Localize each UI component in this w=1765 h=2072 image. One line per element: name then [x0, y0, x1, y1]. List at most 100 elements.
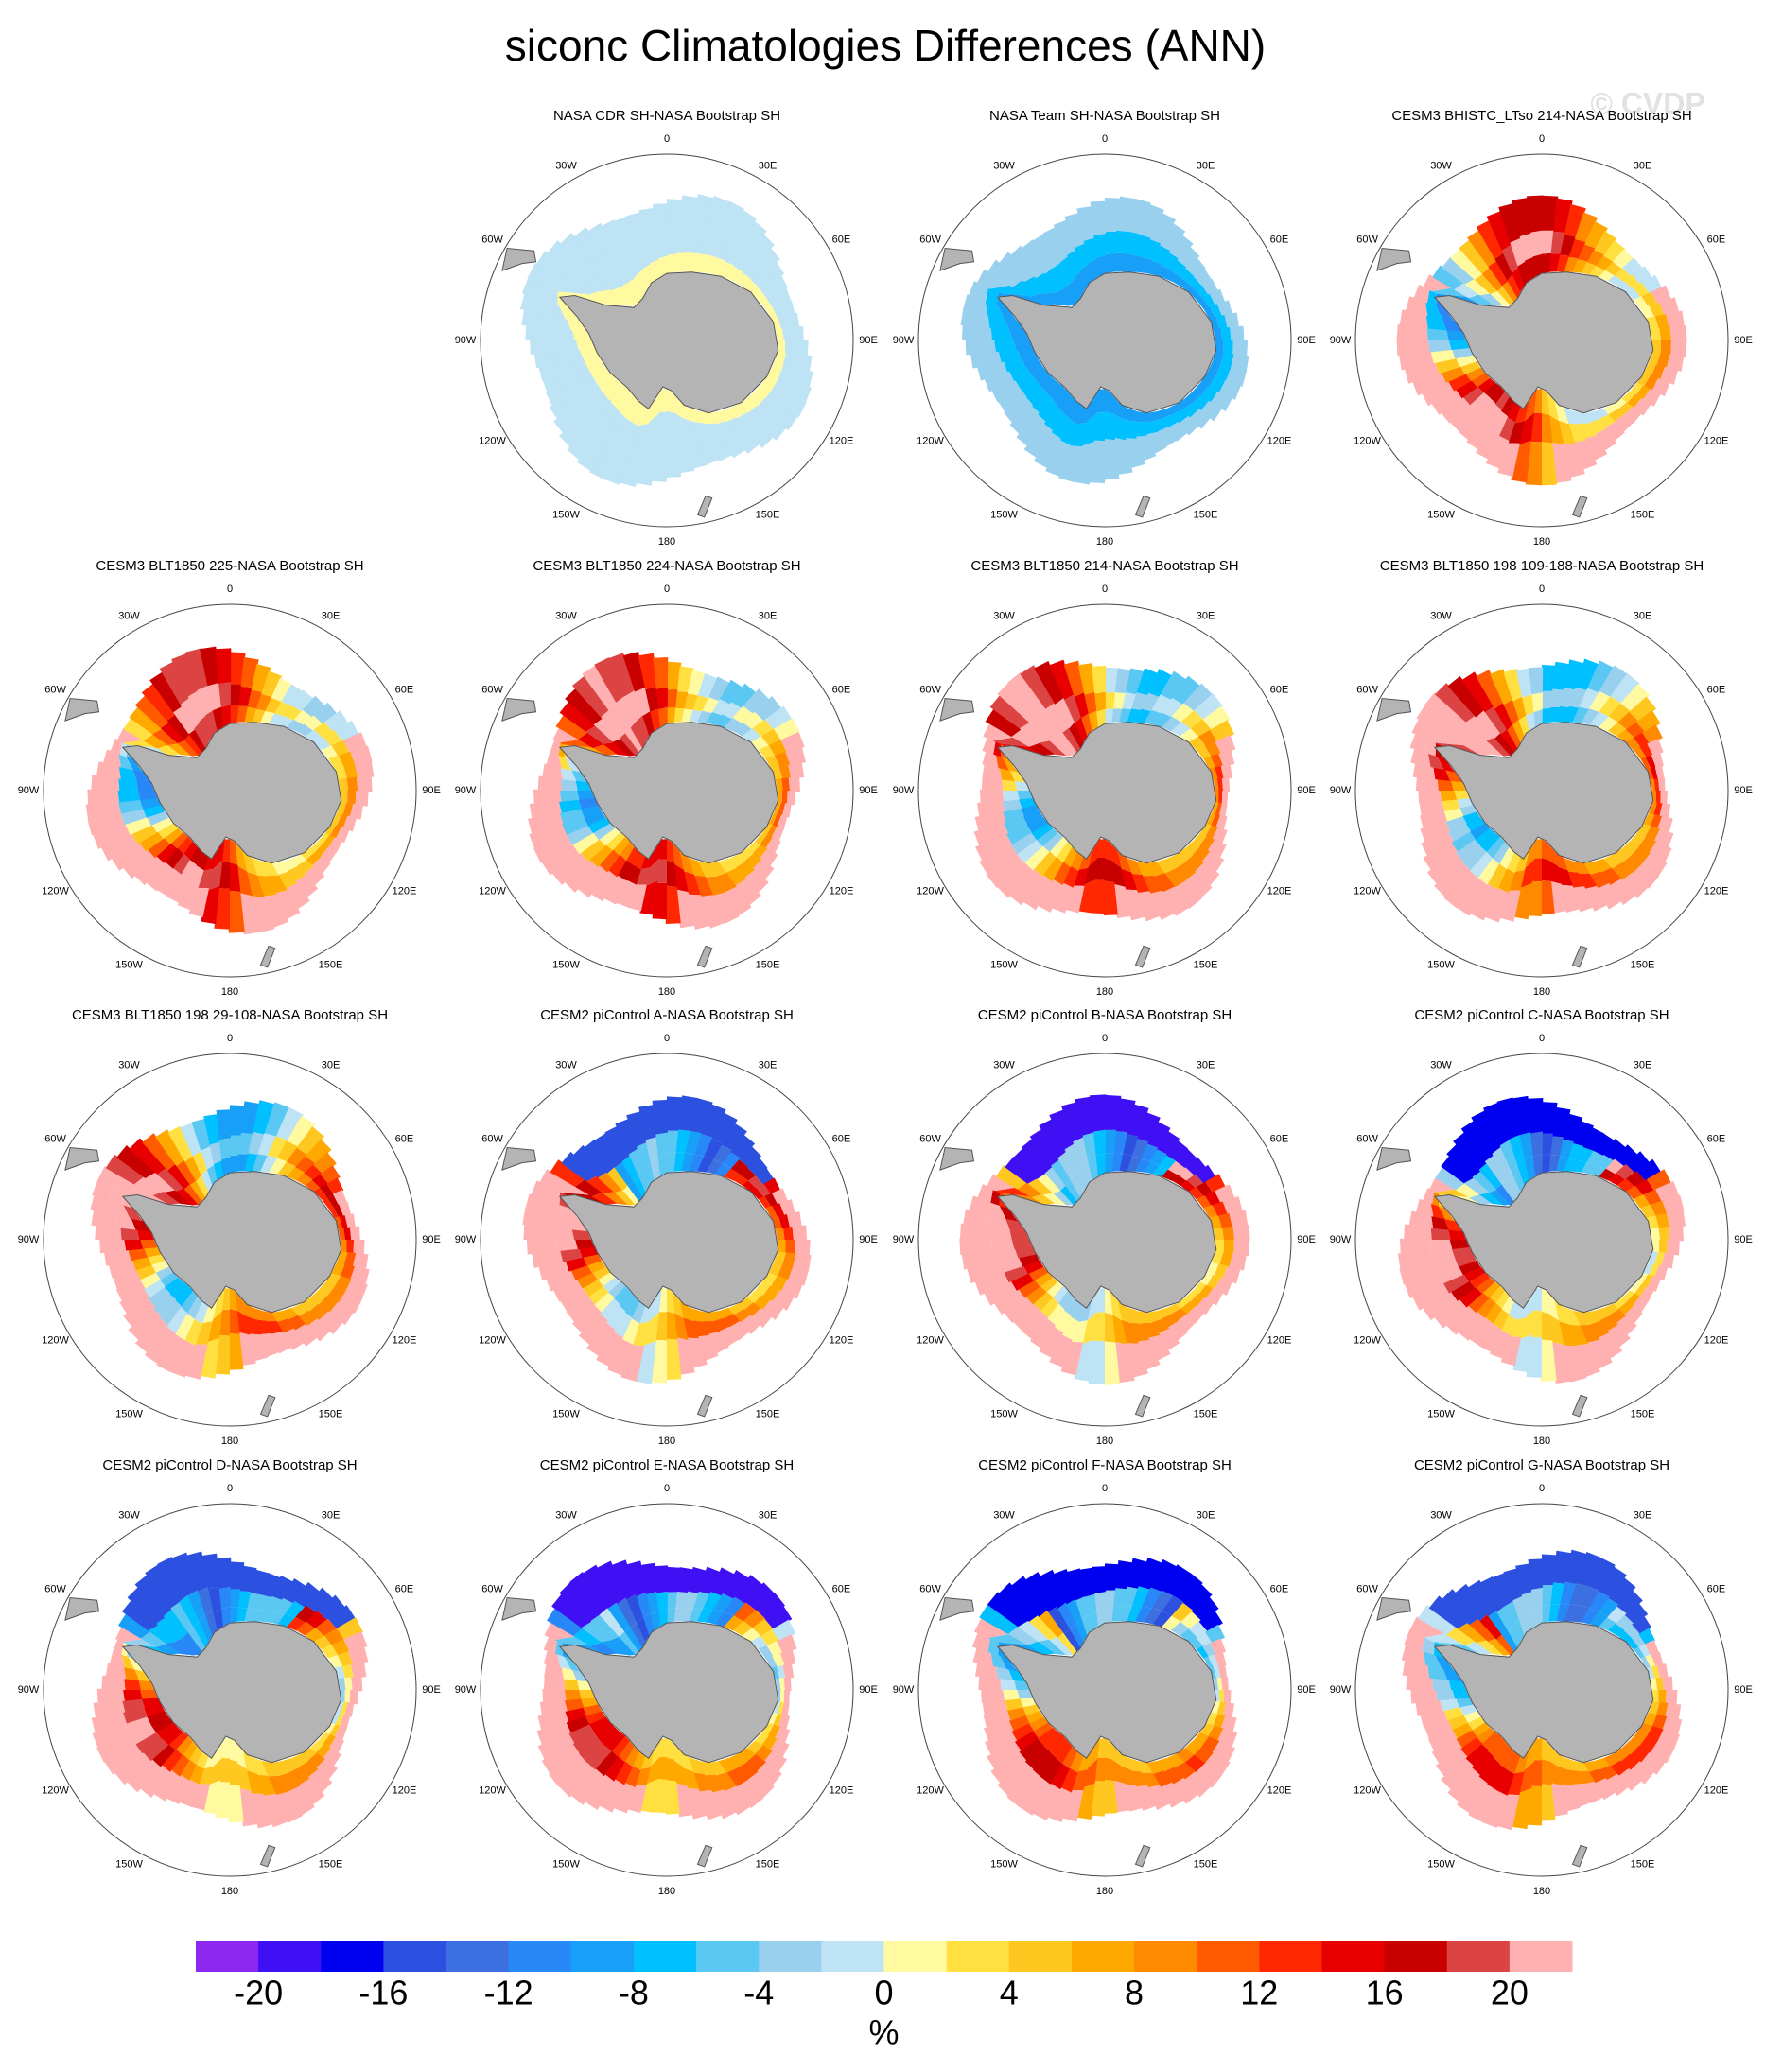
sea-ice-cell: [335, 827, 350, 844]
sea-ice-cell: [1650, 1200, 1668, 1217]
sea-ice-cell: [1195, 1763, 1223, 1788]
longitude-label: 60W: [44, 1133, 66, 1144]
sea-ice-cell: [251, 1757, 269, 1776]
sea-ice-cell: [305, 1139, 332, 1164]
sea-ice-cell: [637, 268, 650, 292]
sea-ice-cell: [785, 312, 800, 329]
sea-ice-cell: [187, 1589, 206, 1621]
sea-ice-cell: [613, 1285, 630, 1305]
sea-ice-cell: [698, 1566, 721, 1594]
sea-ice-cell: [332, 1190, 348, 1206]
longitude-label: 120W: [42, 885, 69, 897]
sea-ice-cell: [622, 1185, 639, 1206]
sea-ice-cell: [764, 705, 793, 731]
sea-ice-cell: [1046, 1786, 1072, 1823]
sea-ice-cell: [591, 1192, 619, 1205]
sea-ice-cell: [722, 432, 746, 459]
sea-ice-cell: [1479, 293, 1504, 306]
sea-ice-cell: [551, 852, 588, 885]
sea-ice-cell: [1527, 1097, 1544, 1134]
sea-ice-cell: [1104, 858, 1115, 882]
sea-ice-cell: [1032, 1721, 1054, 1738]
sea-ice-cell: [1094, 857, 1105, 880]
sea-ice-cell: [588, 1716, 611, 1732]
map-panel: CESM2 piControl A-NASA Bootstrap SH030E6…: [455, 1007, 878, 1447]
longitude-label: 60E: [1270, 1133, 1289, 1144]
sea-ice-cell: [675, 436, 695, 474]
colorbar-box: [946, 1941, 1010, 1972]
sea-ice-cell: [625, 279, 643, 303]
sea-ice-cell: [1005, 1698, 1023, 1711]
sea-ice-cell: [1488, 1638, 1512, 1656]
longitude-label: 60E: [1270, 234, 1289, 245]
longitude-label: 90W: [1330, 1684, 1352, 1696]
sea-ice-cell: [1533, 709, 1543, 727]
sea-ice-cell: [1007, 671, 1046, 716]
sea-ice-cell: [714, 1611, 735, 1628]
sea-ice-cell: [745, 1754, 767, 1772]
sea-ice-cell: [773, 352, 787, 367]
south-america: [501, 697, 537, 722]
sea-ice-cell: [1660, 791, 1669, 806]
longitude-label: 180: [1533, 986, 1550, 998]
sea-ice-cell: [1548, 1760, 1563, 1786]
sea-ice-cell: [1500, 1336, 1522, 1367]
longitude-label: 180: [1533, 1886, 1550, 1897]
sea-ice-cell: [666, 1288, 675, 1314]
sea-ice-cell: [550, 740, 561, 756]
sea-ice-cell: [1666, 310, 1685, 329]
sea-ice-cell: [672, 1291, 684, 1319]
sea-ice-cell: [1467, 1716, 1486, 1731]
panel-title: CESM3 BLT1850 214-NASA Bootstrap SH: [970, 558, 1238, 574]
sea-ice-cell: [1485, 435, 1510, 469]
sea-ice-cell: [1427, 1729, 1458, 1752]
sea-ice-cell: [585, 1710, 606, 1725]
sea-ice-cell: [653, 656, 669, 689]
sea-ice-cell: [235, 1741, 247, 1769]
sea-ice-cell: [984, 1280, 1017, 1306]
sea-ice-cell: [1474, 273, 1498, 294]
sea-ice-cell: [197, 868, 214, 889]
sea-ice-cell: [1427, 752, 1444, 771]
sea-ice-cell: [230, 1105, 246, 1136]
sea-ice-cell: [1575, 1344, 1601, 1378]
sea-ice-cell: [336, 1701, 344, 1715]
sea-ice-cell: [1524, 1288, 1537, 1319]
sea-ice-cell: [1631, 1633, 1646, 1648]
sea-ice-cell: [1423, 1650, 1442, 1669]
sea-ice-cell: [221, 1157, 231, 1176]
sea-ice-cell: [128, 1247, 148, 1262]
sea-ice-cell: [1659, 326, 1672, 342]
sea-ice-cell: [1005, 1217, 1026, 1232]
longitude-label: 180: [221, 1436, 238, 1447]
sea-ice-cell: [92, 823, 131, 849]
sea-ice-cell: [1432, 1191, 1440, 1207]
sea-ice-cell: [1540, 442, 1558, 486]
sea-ice-cell: [263, 1794, 289, 1828]
sea-ice-cell: [147, 837, 170, 859]
sea-ice-cell: [1504, 1600, 1520, 1626]
sea-ice-cell: [778, 1678, 785, 1692]
sea-ice-cell: [1651, 1714, 1668, 1731]
sea-ice-cell: [260, 1760, 280, 1777]
sea-ice-cell: [1541, 1738, 1549, 1762]
sea-ice-cell: [1542, 1605, 1552, 1624]
sea-ice-cell: [334, 766, 348, 780]
sea-ice-cell: [725, 1767, 748, 1787]
sea-ice-cell: [697, 1334, 719, 1362]
longitude-label: 150E: [1631, 959, 1655, 970]
sea-ice-cell: [533, 789, 562, 805]
sea-ice-cell: [997, 304, 1019, 322]
sea-ice-cell: [782, 353, 797, 369]
sea-ice-cell: [1184, 1754, 1206, 1773]
sea-ice-cell: [564, 1678, 580, 1690]
panel-title: CESM3 BLT1850 224-NASA Bootstrap SH: [533, 558, 800, 574]
sea-ice-cell: [990, 1751, 1027, 1785]
sea-ice-cell: [229, 1288, 237, 1312]
sea-ice-cell: [1020, 379, 1041, 397]
sea-ice-cell: [285, 1600, 306, 1619]
sea-ice-cell: [311, 1174, 329, 1189]
sea-ice-cell: [1599, 1617, 1617, 1631]
sea-ice-cell: [1611, 862, 1633, 881]
sea-ice-cell: [167, 743, 192, 757]
